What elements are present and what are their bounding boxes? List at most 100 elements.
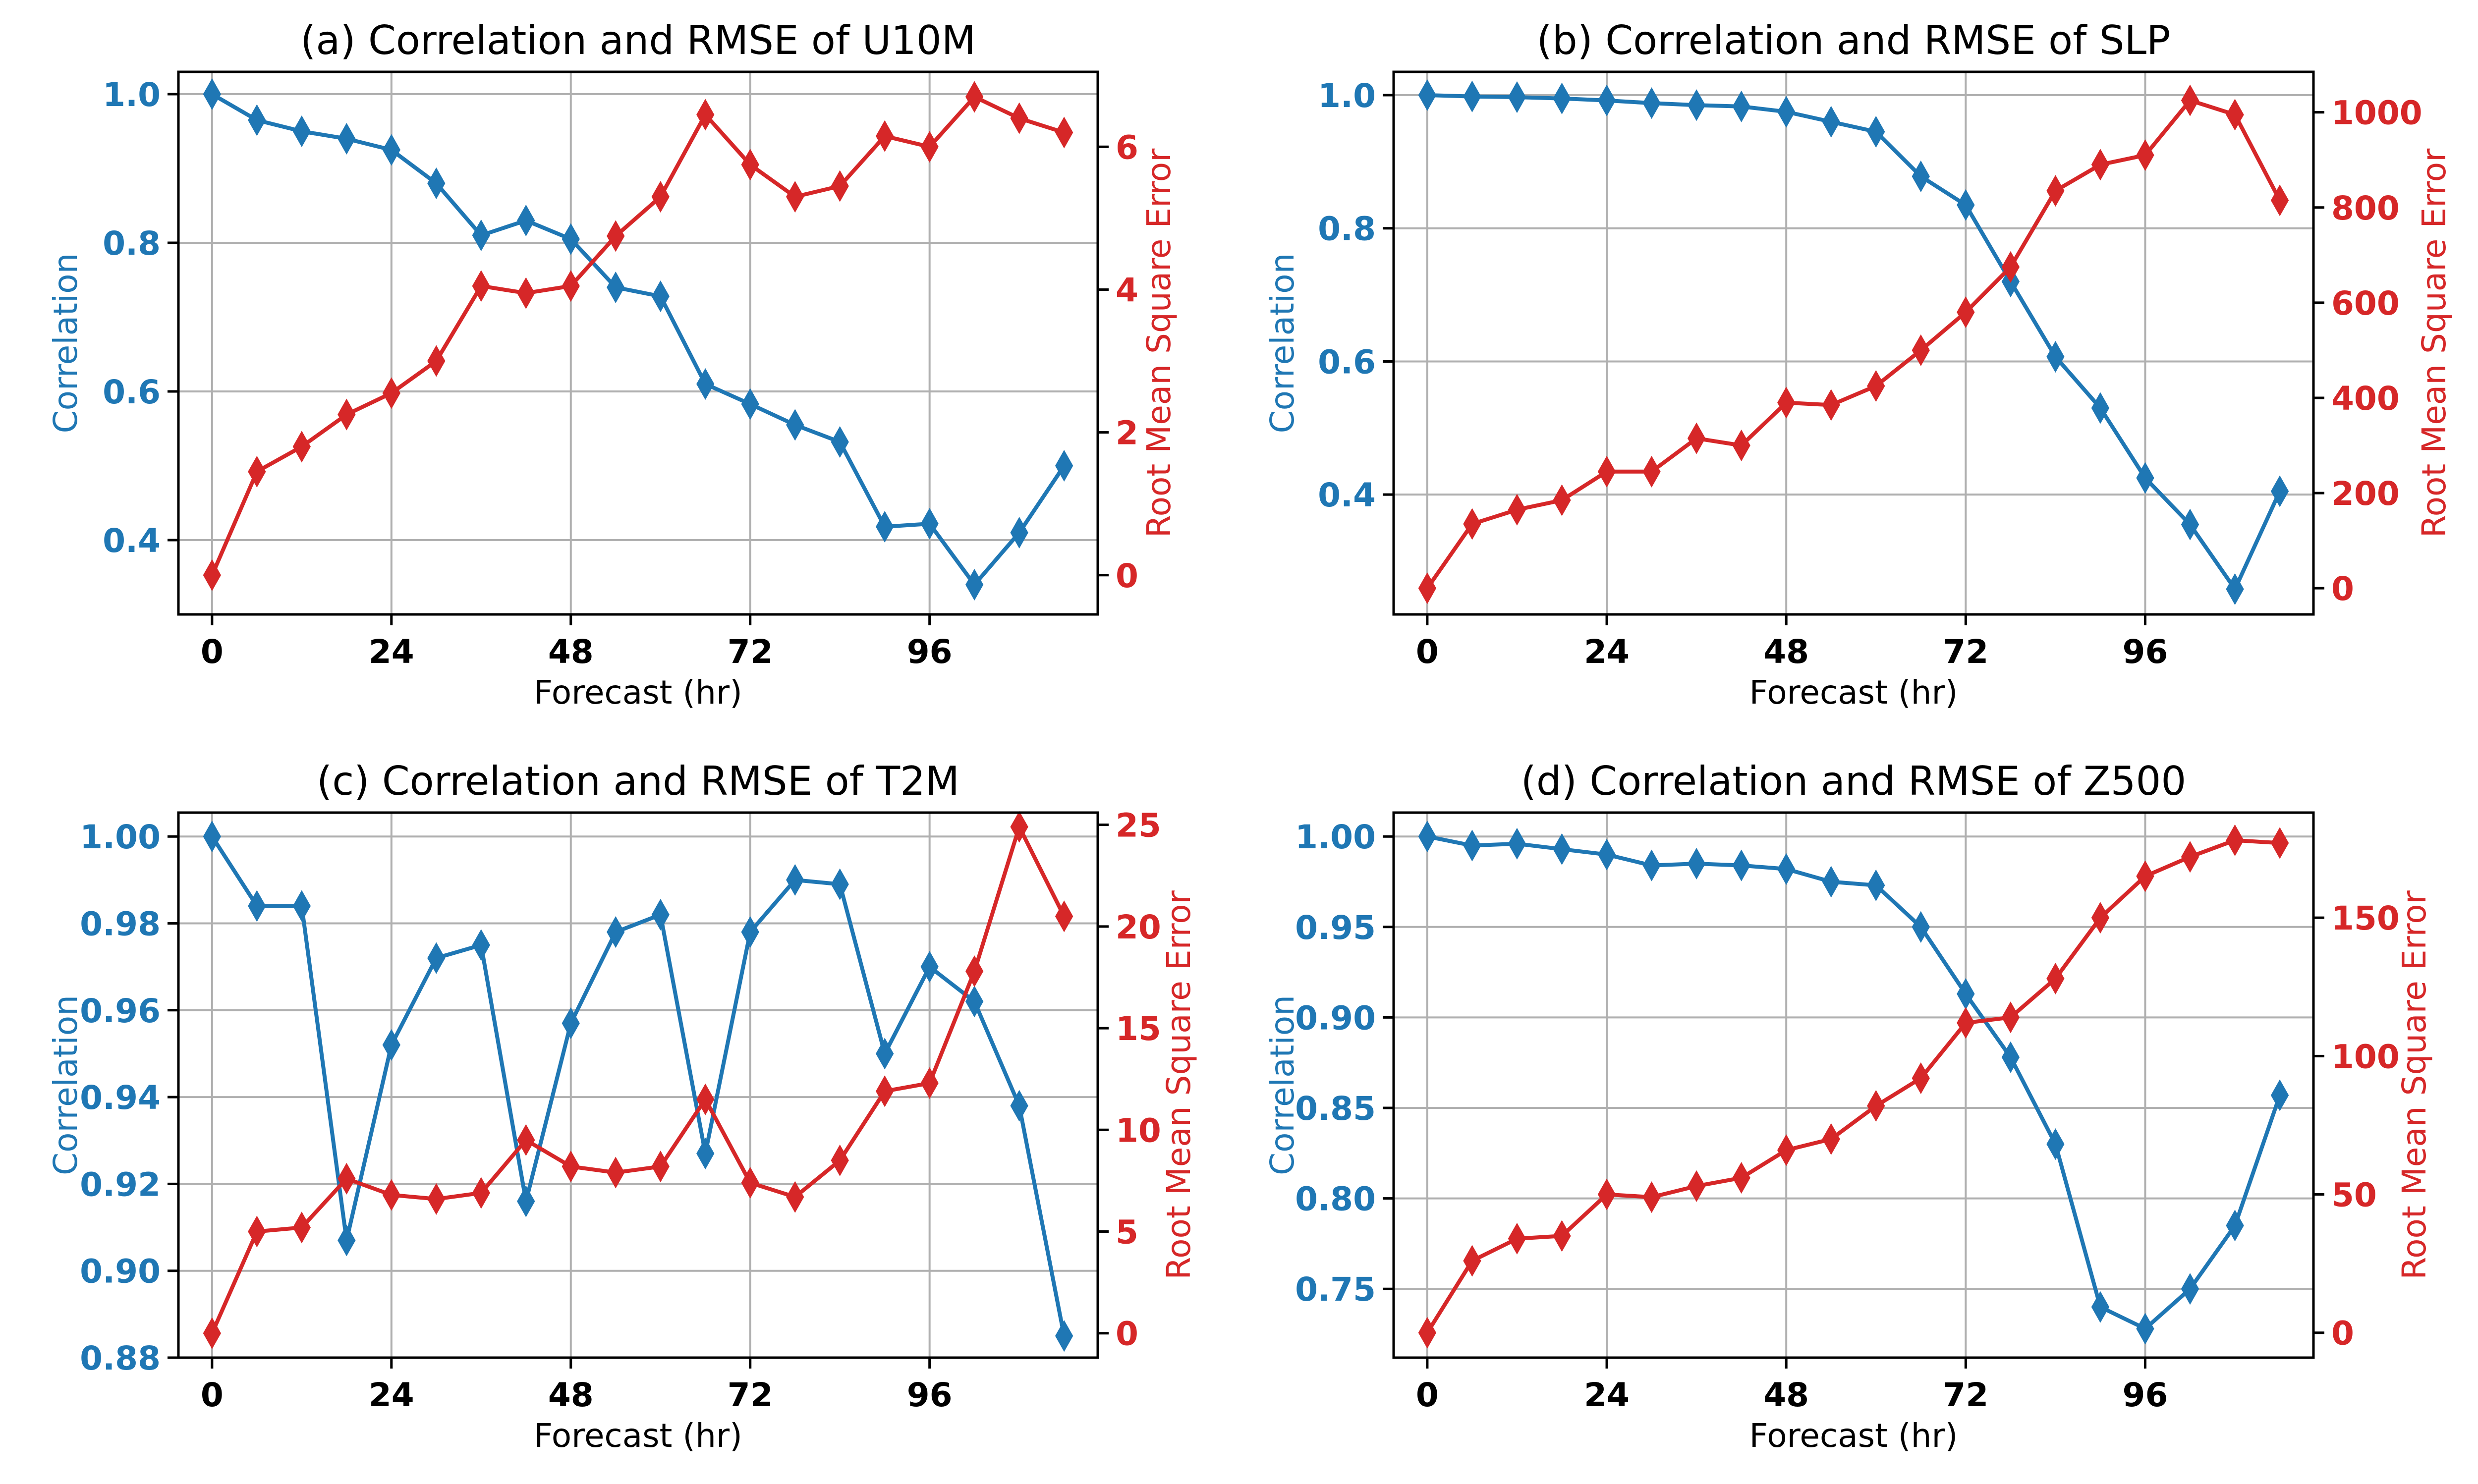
- left-y-tick-label: 0.96: [80, 992, 161, 1030]
- chart-title: (c) Correlation and RMSE of T2M: [317, 758, 959, 804]
- data-point-correlation: [651, 898, 670, 931]
- data-point-rmse: [2270, 827, 2289, 859]
- data-point-rmse: [1463, 508, 1481, 540]
- left-y-axis-label: Correlation: [47, 995, 85, 1175]
- data-point-correlation: [1867, 869, 1885, 901]
- series-line-rmse: [210, 95, 1065, 576]
- data-point-rmse: [1418, 572, 1437, 605]
- data-point-correlation: [1912, 160, 1930, 192]
- data-point-rmse: [2270, 184, 2289, 217]
- data-point-correlation: [1642, 849, 1661, 881]
- x-tick-label: 72: [1943, 1376, 1988, 1414]
- data-point-rmse: [1732, 429, 1750, 462]
- data-point-correlation: [1055, 1320, 1073, 1352]
- data-point-rmse: [651, 1151, 670, 1183]
- right-y-tick-label: 15: [1116, 1010, 1161, 1048]
- data-point-rmse: [696, 1083, 715, 1115]
- left-y-tick-label: 0.94: [80, 1079, 161, 1117]
- data-point-correlation: [2046, 341, 2065, 373]
- data-point-rmse: [517, 277, 535, 309]
- series-line-correlation: [210, 835, 1067, 1336]
- data-point-correlation: [651, 280, 670, 313]
- data-point-rmse: [203, 559, 222, 591]
- data-point-correlation: [2091, 392, 2110, 424]
- data-point-correlation: [1418, 79, 1437, 111]
- data-point-correlation: [2136, 462, 2154, 494]
- data-point-rmse: [1597, 455, 1616, 488]
- x-tick-label: 96: [2123, 1376, 2168, 1414]
- data-point-correlation: [517, 204, 535, 237]
- x-tick-label: 96: [907, 1376, 953, 1414]
- left-y-tick-label: 0.92: [80, 1165, 161, 1204]
- data-point-rmse: [920, 1067, 939, 1099]
- data-point-correlation: [1957, 189, 1975, 221]
- series-rmse: [1418, 824, 2289, 1349]
- right-y-tick-label: 20: [1116, 908, 1161, 946]
- data-point-rmse: [292, 431, 311, 463]
- data-point-correlation: [965, 986, 984, 1018]
- x-tick-label: 48: [1763, 633, 1809, 671]
- left-y-tick-label: 0.8: [103, 224, 161, 263]
- data-point-rmse: [741, 1166, 759, 1199]
- data-point-correlation: [2226, 1209, 2244, 1242]
- left-y-tick-label: 0.90: [1295, 999, 1376, 1037]
- data-point-rmse: [1912, 334, 1930, 366]
- data-point-correlation: [831, 426, 849, 458]
- left-y-tick-label: 0.95: [1295, 909, 1376, 947]
- data-point-correlation: [1642, 87, 1661, 119]
- series-correlation: [203, 821, 1073, 1352]
- left-y-tick-label: 0.8: [1318, 210, 1376, 248]
- data-point-rmse: [562, 1151, 580, 1183]
- data-point-rmse: [2001, 251, 2020, 283]
- data-point-correlation: [562, 1007, 580, 1040]
- data-point-rmse: [427, 1183, 446, 1215]
- right-y-tick-label: 5: [1116, 1213, 1138, 1252]
- x-tick-label: 72: [1943, 633, 1988, 671]
- data-point-rmse: [1957, 296, 1975, 329]
- data-point-correlation: [1553, 82, 1571, 114]
- x-axis-label: Forecast (hr): [534, 673, 742, 712]
- data-point-correlation: [2136, 1313, 2154, 1345]
- data-point-rmse: [965, 81, 984, 113]
- right-y-tick-label: 600: [2331, 284, 2400, 323]
- data-point-correlation: [292, 890, 311, 922]
- plot-frame: [1392, 70, 2315, 616]
- data-point-correlation: [876, 1038, 894, 1070]
- data-point-rmse: [876, 120, 894, 152]
- data-point-correlation: [876, 510, 894, 543]
- left-y-tick-label: 1.0: [103, 76, 161, 114]
- data-point-correlation: [1553, 833, 1571, 865]
- plot-frame: [1392, 811, 2315, 1359]
- data-point-rmse: [1687, 422, 1706, 454]
- data-point-rmse: [1553, 1220, 1571, 1252]
- data-point-correlation: [607, 271, 625, 304]
- data-point-rmse: [2046, 962, 2065, 995]
- right-y-tick-label: 0: [2331, 1315, 2354, 1353]
- data-point-correlation: [382, 134, 400, 166]
- data-point-rmse: [1822, 389, 1840, 421]
- right-y-axis-label: Root Mean Square Error: [2415, 148, 2453, 538]
- data-point-rmse: [1055, 116, 1073, 149]
- data-point-correlation: [2046, 1128, 2065, 1160]
- right-y-axis-label: Root Mean Square Error: [1160, 890, 1198, 1279]
- left-y-tick-label: 0.80: [1295, 1180, 1376, 1218]
- data-point-correlation: [786, 409, 804, 441]
- data-point-correlation: [965, 568, 984, 601]
- x-tick-label: 24: [369, 633, 414, 671]
- data-point-rmse: [1418, 1317, 1437, 1349]
- data-point-rmse: [203, 1317, 222, 1349]
- data-point-correlation: [607, 916, 625, 948]
- data-point-rmse: [876, 1075, 894, 1107]
- data-point-rmse: [2136, 860, 2154, 892]
- left-y-axis-label: Correlation: [1263, 253, 1301, 434]
- series-rmse: [1418, 84, 2289, 605]
- x-tick-label: 24: [1584, 633, 1630, 671]
- x-tick-label: 96: [2123, 633, 2168, 671]
- data-point-correlation: [1418, 821, 1437, 853]
- right-y-tick-label: 800: [2331, 189, 2400, 227]
- x-axis-label: Forecast (hr): [1749, 673, 1958, 712]
- data-point-correlation: [1777, 96, 1796, 128]
- left-y-tick-label: 0.85: [1295, 1090, 1376, 1128]
- data-point-correlation: [2181, 1273, 2199, 1305]
- data-point-rmse: [382, 1179, 400, 1211]
